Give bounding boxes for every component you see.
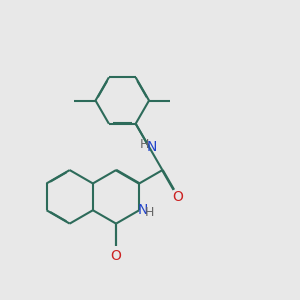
Text: H: H <box>145 206 154 219</box>
Text: N: N <box>147 140 158 154</box>
Text: H: H <box>140 138 149 151</box>
Text: N: N <box>137 203 148 217</box>
Text: O: O <box>172 190 183 204</box>
Text: O: O <box>111 249 122 263</box>
